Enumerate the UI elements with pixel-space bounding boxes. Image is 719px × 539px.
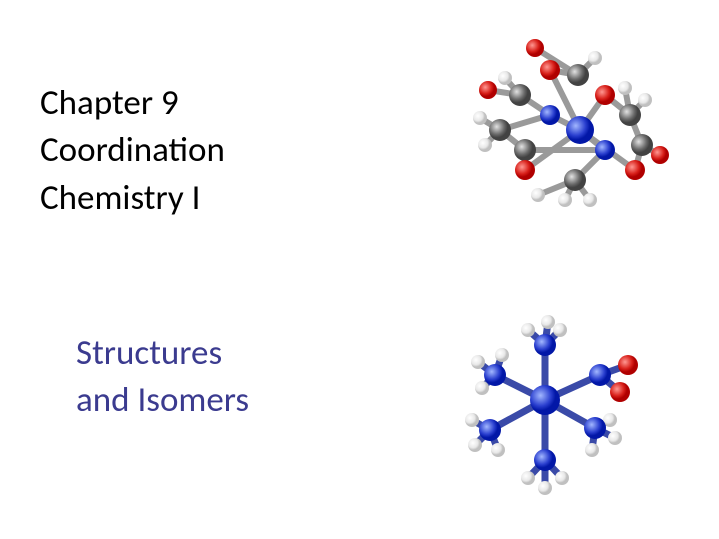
title-line-1: Chapter 9 (40, 80, 225, 127)
chapter-subtitle: Structures and Isomers (76, 330, 249, 425)
molecule-bottom-icon (420, 280, 670, 520)
title-line-2: Coordination (40, 127, 225, 174)
subtitle-line-2: and Isomers (76, 377, 249, 424)
chapter-title: Chapter 9 Coordination Chemistry I (40, 80, 225, 222)
molecule-top-icon (430, 20, 670, 240)
title-line-3: Chemistry I (40, 175, 225, 222)
subtitle-line-1: Structures (76, 330, 249, 377)
